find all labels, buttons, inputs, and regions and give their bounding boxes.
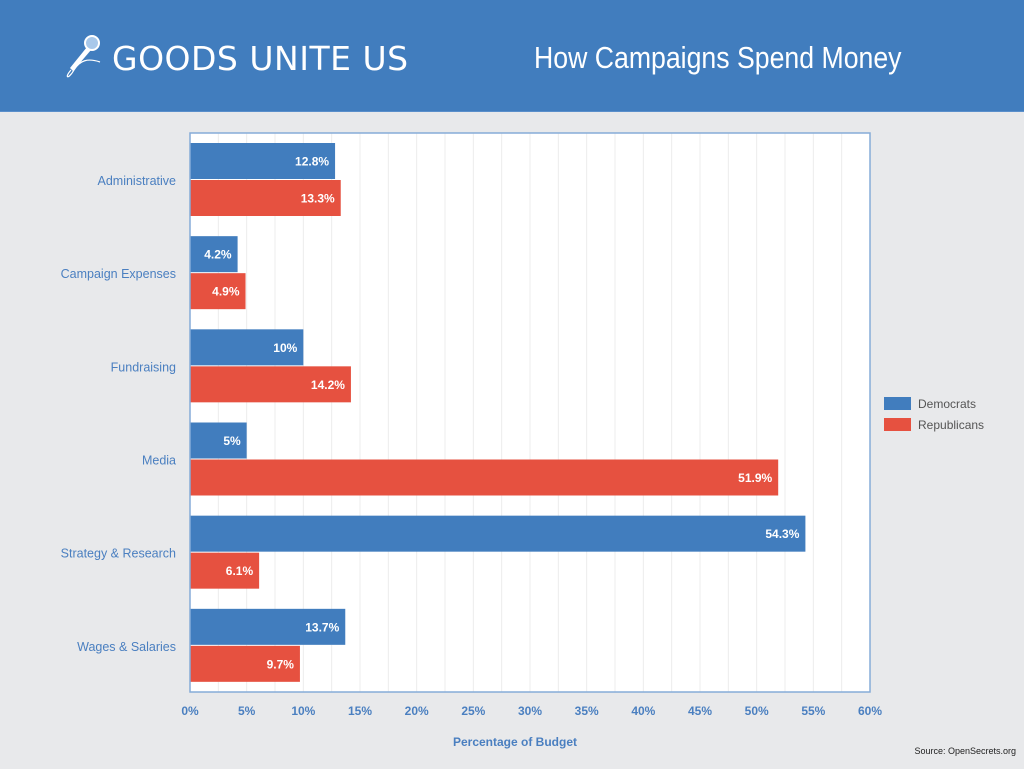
x-tick-label: 10%	[291, 704, 315, 718]
data-label: 51.9%	[738, 471, 772, 485]
category-label: Strategy & Research	[61, 547, 176, 561]
x-tick-label: 0%	[181, 704, 199, 718]
x-tick-label: 35%	[575, 704, 599, 718]
data-label: 14.2%	[311, 378, 345, 392]
x-tick-label: 40%	[631, 704, 655, 718]
x-tick-label: 15%	[348, 704, 372, 718]
brand-logo: GOODS UNITE US	[60, 34, 409, 83]
category-label: Media	[142, 454, 176, 468]
data-label: 4.9%	[212, 285, 240, 299]
bar-republicans	[190, 180, 341, 216]
x-axis-title: Percentage of Budget	[453, 735, 577, 749]
data-label: 13.7%	[305, 620, 339, 634]
x-tick-label: 50%	[745, 704, 769, 718]
bar-republicans	[190, 459, 779, 496]
header-banner: GOODS UNITE US How Campaigns Spend Money	[0, 0, 1024, 112]
plot-border	[189, 132, 871, 693]
source-note: Source: OpenSecrets.org	[914, 746, 1016, 756]
page-title: How Campaigns Spend Money	[534, 40, 902, 75]
x-tick-label: 20%	[405, 704, 429, 718]
data-label: 9.7%	[267, 657, 295, 671]
legend-swatch-democrats	[884, 397, 911, 410]
bar-democrats	[190, 143, 336, 179]
data-label: 5%	[223, 434, 241, 448]
bar-republicans	[190, 645, 300, 682]
x-tick-label: 55%	[801, 704, 825, 718]
x-tick-label: 60%	[858, 704, 882, 718]
brand-name: GOODS UNITE US	[112, 39, 409, 78]
legend-label: Democrats	[918, 397, 976, 411]
bar-democrats	[190, 422, 247, 459]
microphone-icon	[60, 34, 104, 83]
bar-democrats	[190, 236, 238, 273]
x-tick-label: 30%	[518, 704, 542, 718]
category-label: Administrative	[98, 174, 177, 188]
x-tick-label: 5%	[238, 704, 256, 718]
x-tick-label: 25%	[461, 704, 485, 718]
category-label: Fundraising	[111, 360, 176, 374]
legend-label: Republicans	[918, 418, 984, 432]
x-tick-label: 45%	[688, 704, 712, 718]
bar-republicans	[190, 552, 260, 589]
category-label: Campaign Expenses	[61, 267, 176, 281]
legend-swatch-republicans	[884, 418, 911, 431]
bar-democrats	[190, 608, 346, 645]
category-label: Wages & Salaries	[77, 640, 176, 654]
data-label: 6.1%	[226, 564, 254, 578]
bar-republicans	[190, 366, 351, 403]
bar-democrats	[190, 329, 304, 366]
data-label: 54.3%	[765, 527, 799, 541]
data-label: 4.2%	[204, 248, 232, 262]
bar-democrats	[190, 515, 806, 552]
data-label: 13.3%	[301, 192, 335, 206]
data-label: 10%	[273, 341, 297, 355]
bar-republicans	[190, 273, 246, 310]
data-label: 12.8%	[295, 155, 329, 169]
